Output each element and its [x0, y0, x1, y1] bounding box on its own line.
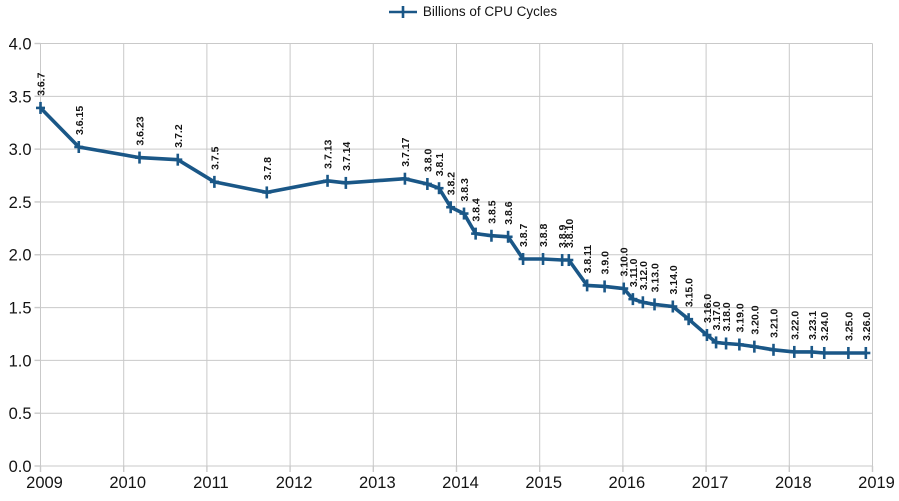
y-tick-label: 0.0: [9, 458, 32, 476]
x-tick-label: 2013: [359, 474, 396, 492]
data-point-label: 3.15.0: [684, 278, 696, 307]
x-tick-label: 2016: [609, 474, 646, 492]
data-point-label: 3.7.13: [323, 139, 335, 168]
data-point-label: 3.8.9: [557, 225, 569, 249]
data-point-label: 3.21.0: [768, 308, 780, 337]
x-tick-label: 2015: [525, 474, 562, 492]
x-tick-label: 2014: [442, 474, 479, 492]
data-point-label: 3.14.0: [668, 265, 680, 294]
data-point-label: 3.7.17: [400, 137, 412, 166]
data-point-label: 3.24.0: [819, 312, 831, 341]
data-point-label: 3.6.23: [135, 116, 147, 145]
x-tick-label: 2012: [276, 474, 313, 492]
y-tick-label: 2.5: [9, 194, 32, 212]
data-point-label: 3.9.0: [600, 251, 612, 275]
data-point-label: 3.12.0: [638, 261, 650, 290]
data-point-label: 3.22.0: [789, 311, 801, 340]
data-point-label: 3.8.11: [582, 245, 594, 274]
data-point-label: 3.23.1: [807, 311, 819, 340]
data-point-label: 3.8.6: [503, 201, 515, 225]
data-point-label: 3.16.0: [702, 294, 714, 323]
data-point-label: 3.11.0: [628, 258, 640, 287]
data-point-label: 3.7.5: [209, 146, 221, 170]
x-tick-label: 2011: [193, 474, 228, 492]
data-point-label: 3.8.0: [422, 148, 434, 172]
data-point-label: 3.10.0: [619, 247, 631, 276]
x-tick-label: 2009: [26, 474, 63, 492]
data-point-label: 3.8.2: [446, 172, 458, 196]
x-tick-label: 2019: [858, 474, 895, 492]
data-point-label: 3.8.5: [486, 200, 498, 224]
x-tick-label: 2017: [692, 474, 729, 492]
y-tick-label: 1.5: [9, 300, 32, 318]
data-point-label: 3.26.0: [861, 312, 873, 341]
data-point-label: 3.6.15: [74, 106, 86, 135]
data-point-label: 3.7.8: [262, 157, 274, 181]
y-tick-label: 3.0: [9, 141, 32, 159]
y-tick-label: 3.5: [9, 88, 32, 106]
data-point-label: 3.8.8: [538, 223, 550, 247]
data-point-label: 3.8.7: [518, 223, 530, 247]
legend: Billions of CPU Cycles: [23, 4, 899, 19]
data-point-label: 3.18.0: [721, 302, 733, 331]
data-point-label: 3.7.14: [341, 142, 353, 171]
data-point-label: 3.17.0: [711, 301, 723, 330]
data-point-label: 3.8.1: [434, 153, 446, 177]
legend-label: Billions of CPU Cycles: [422, 4, 558, 19]
data-point-label: 3.25.0: [843, 312, 855, 341]
data-point-label: 3.8.10: [564, 219, 576, 248]
data-point-label: 3.20.0: [749, 305, 761, 334]
data-point-label: 3.8.3: [459, 178, 471, 202]
data-point-label: 3.7.2: [173, 124, 185, 148]
y-tick-label: 2.0: [9, 247, 32, 265]
data-point-label: 3.13.0: [650, 263, 662, 292]
x-tick-label: 2018: [775, 474, 812, 492]
y-tick-label: 4.0: [9, 35, 32, 53]
y-tick-label: 0.5: [9, 405, 32, 423]
y-tick-label: 1.0: [9, 352, 32, 370]
data-point-label: 3.6.7: [36, 72, 48, 96]
data-point-label: 3.8.4: [471, 198, 483, 222]
data-point-label: 3.19.0: [734, 303, 746, 332]
x-tick-label: 2010: [109, 474, 146, 492]
legend-line-plus-icon: [388, 5, 417, 18]
